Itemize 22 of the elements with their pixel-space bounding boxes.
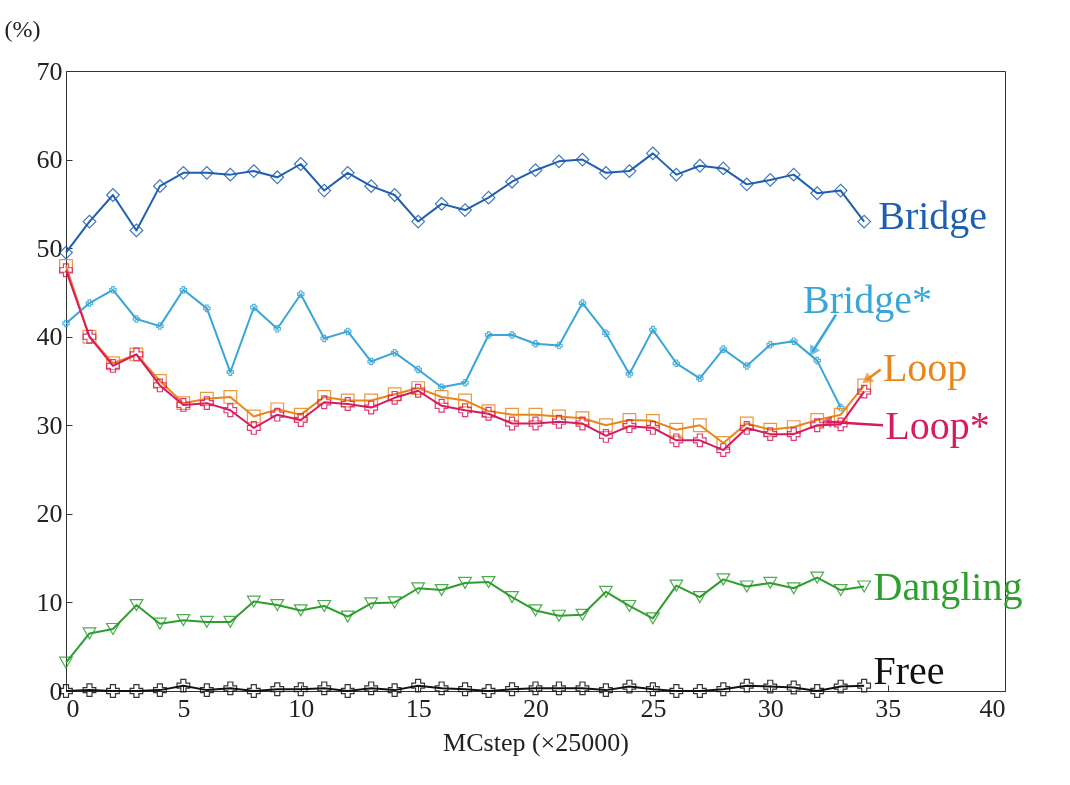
x-tick-label: 20 [523, 693, 549, 723]
x-tick-label: 40 [979, 693, 1006, 723]
y-tick-label: 50 [36, 233, 63, 263]
series-label: Bridge* [803, 277, 932, 323]
y-tick-label: 40 [36, 322, 63, 352]
x-tick-label: 35 [875, 693, 902, 723]
y-tick-label: 60 [36, 145, 63, 175]
x-tick-label: 5 [177, 693, 191, 723]
x-tick-label: 15 [405, 693, 432, 723]
x-tick-label: 10 [288, 693, 315, 723]
y-axis-title: (%) [4, 15, 41, 42]
x-tick-label: 25 [640, 693, 667, 723]
x-tick-label: 30 [757, 693, 784, 723]
series-label: Bridge [878, 193, 988, 239]
x-axis-title: MCstep (×25000) [443, 727, 629, 757]
series-label: Free [873, 647, 945, 693]
y-tick-label: 20 [36, 499, 63, 529]
y-tick-label: 70 [36, 56, 63, 86]
y-tick-label: 30 [36, 410, 63, 440]
legend-label: Loop [882, 345, 968, 391]
legend-label: Loop* [885, 403, 990, 449]
y-tick-label: 10 [36, 587, 63, 617]
